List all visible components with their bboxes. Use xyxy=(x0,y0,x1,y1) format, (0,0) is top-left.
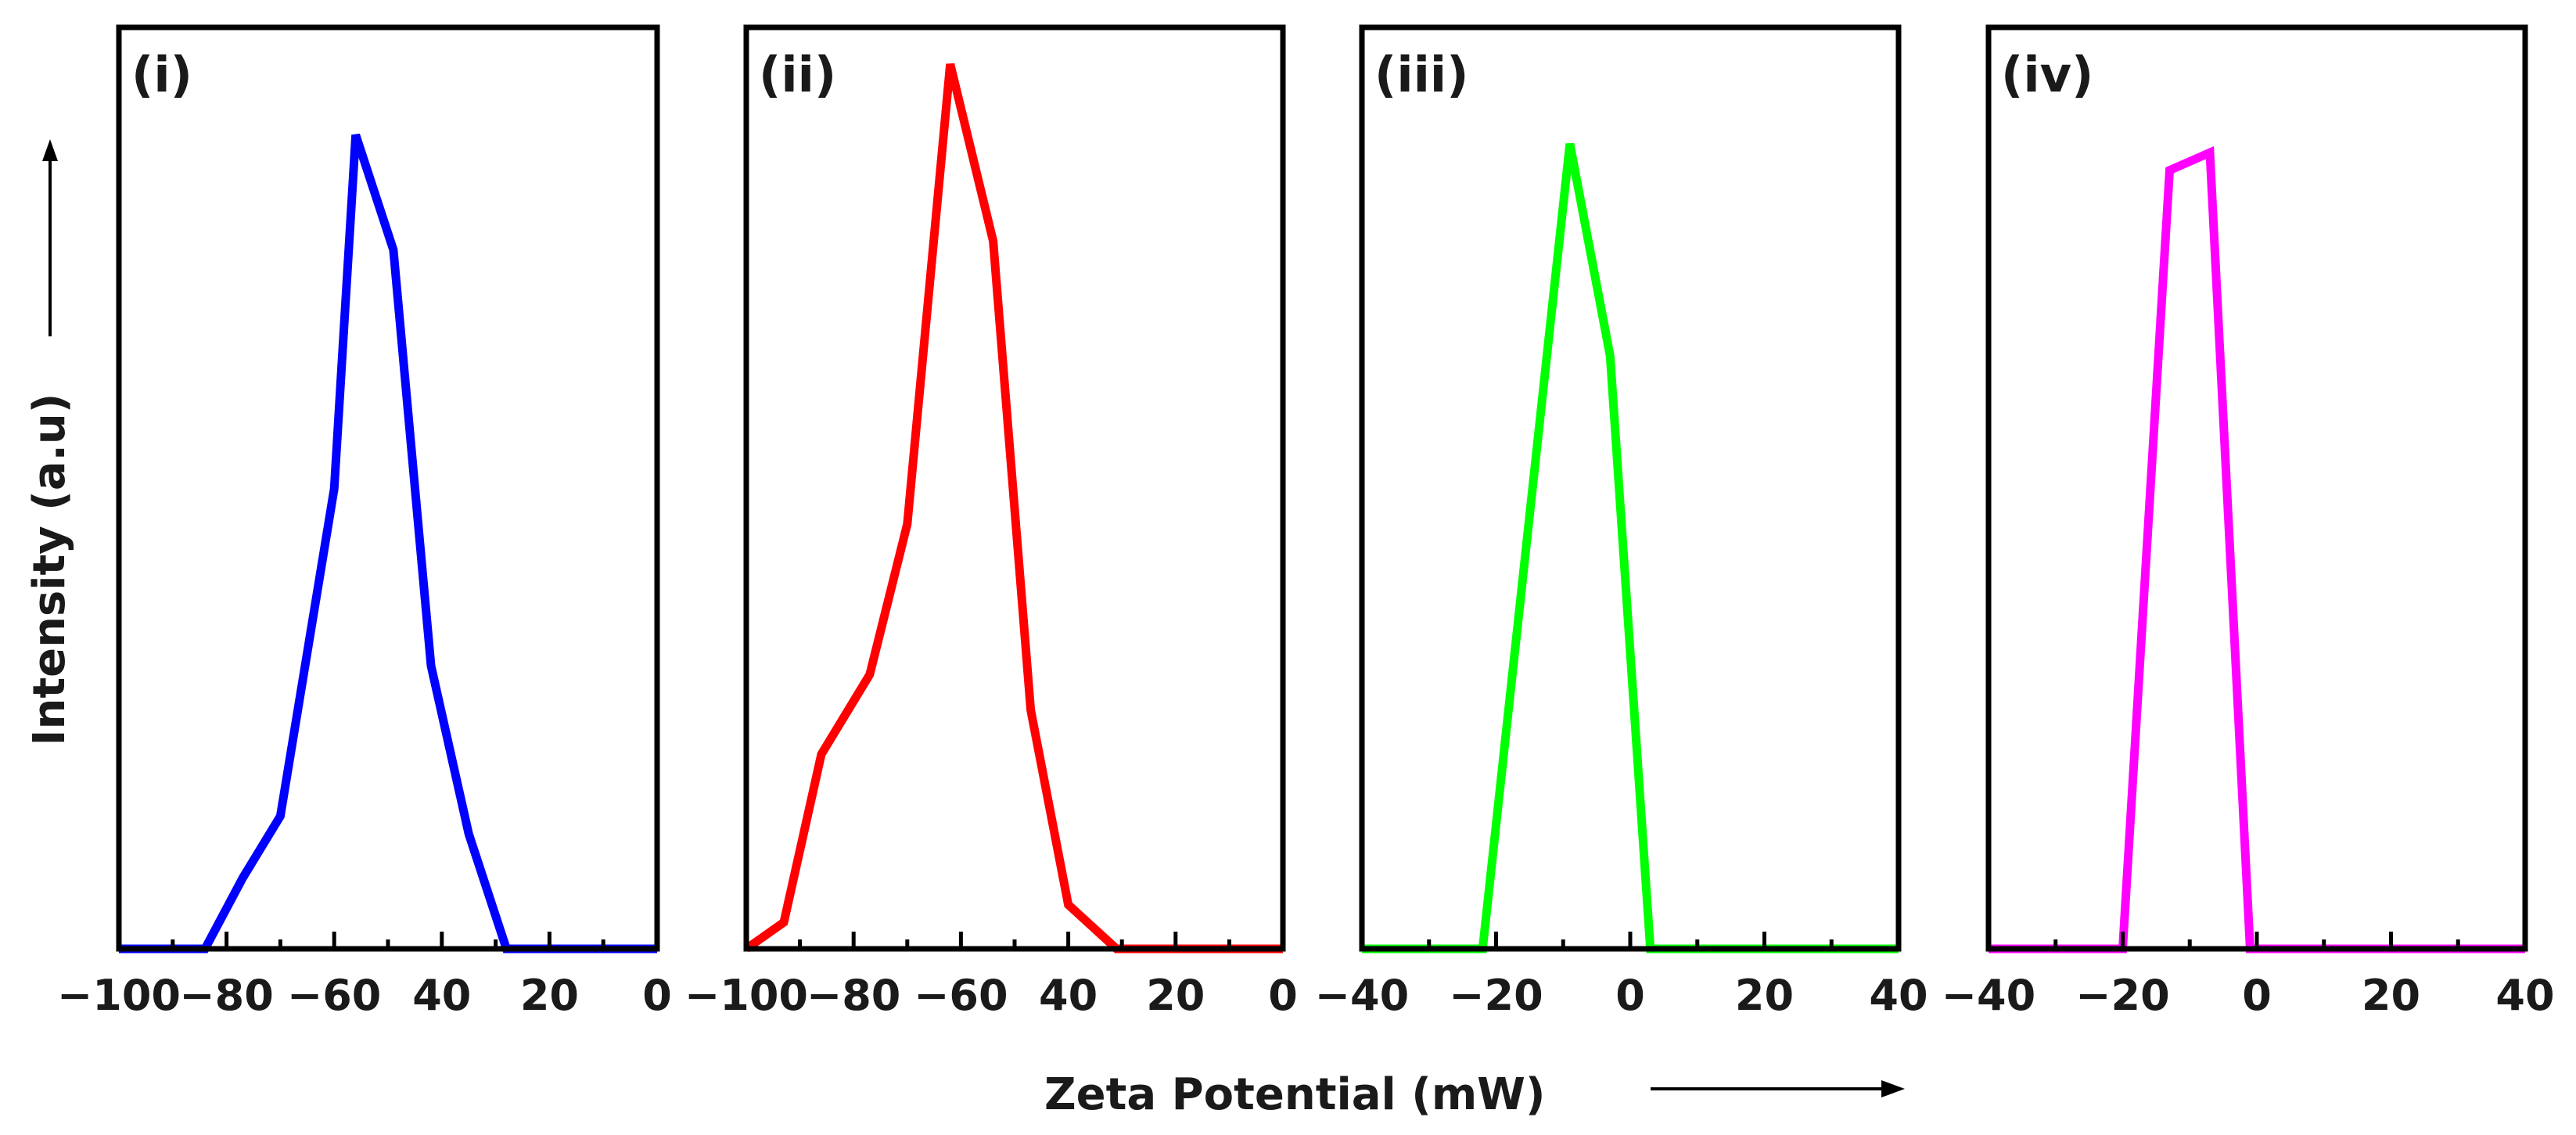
x-tick-label: −40 xyxy=(1315,971,1409,1020)
x-axis-arrow-head xyxy=(1881,1080,1905,1097)
x-tick-label: −20 xyxy=(1449,971,1543,1020)
x-tick-label: 0 xyxy=(642,971,672,1020)
x-tick-label: −80 xyxy=(807,971,900,1020)
x-tick-label: 20 xyxy=(1146,971,1205,1020)
x-tick-label: 0 xyxy=(2242,971,2272,1020)
y-axis-arrow-head xyxy=(42,139,58,161)
x-tick-label: 20 xyxy=(2362,971,2420,1020)
x-tick-label: −100 xyxy=(57,971,181,1020)
x-tick-label: 40 xyxy=(1869,971,1928,1020)
x-tick-label: −100 xyxy=(684,971,808,1020)
panel-label: (ii) xyxy=(759,46,836,103)
x-tick-label: 20 xyxy=(520,971,579,1020)
panel-label: (i) xyxy=(131,46,192,103)
x-tick-label: 40 xyxy=(1039,971,1098,1020)
panel-label: (iii) xyxy=(1374,46,1468,103)
x-tick-label: −80 xyxy=(179,971,273,1020)
x-axis-title: Zeta Potential (mW) xyxy=(1044,1069,1546,1120)
panel-4: −40 −20 0 20 40 (iv) xyxy=(1942,24,2555,1020)
x-tick-label: 40 xyxy=(2495,971,2554,1020)
panel-1: −100−80 −60 40 20 0 (i) xyxy=(57,24,672,1020)
series-line-2 xyxy=(743,63,1283,954)
panel-2: −100−80 −60 40 20 0 (ii) xyxy=(684,24,1298,1020)
y-axis-title-group: Intensity (a.u) xyxy=(24,139,75,745)
x-tick-label: 20 xyxy=(1735,971,1794,1020)
panels: −100−80 −60 40 20 0(i)−100−80 −60 40 20 0(ii)−40… xyxy=(57,24,2555,1020)
panel-label: (iv) xyxy=(2001,46,2093,103)
x-tick-label: −40 xyxy=(1942,971,2035,1020)
x-tick-label: −20 xyxy=(2075,971,2169,1020)
panel-3: −40 −20 0 20 40 (iii) xyxy=(1315,24,1928,1020)
x-tick-label: −60 xyxy=(914,971,1008,1020)
x-tick-label: 40 xyxy=(412,971,471,1020)
y-axis-title: Intensity (a.u) xyxy=(24,393,75,746)
x-tick-label: −60 xyxy=(287,971,381,1020)
x-axis-title-group: Zeta Potential (mW) xyxy=(1044,1069,1905,1120)
x-tick-label: 0 xyxy=(1615,971,1645,1020)
x-tick-label: 0 xyxy=(1268,971,1298,1020)
